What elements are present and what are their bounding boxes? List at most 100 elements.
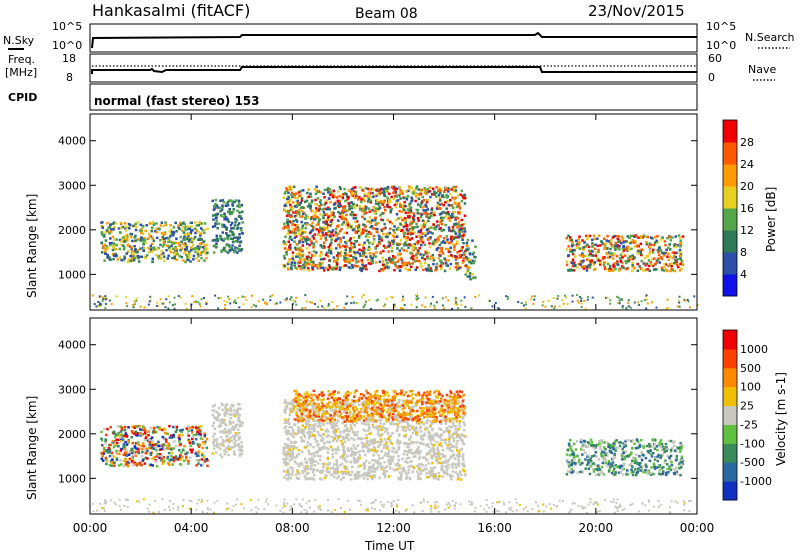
velocity-cell bbox=[153, 456, 156, 459]
power-cell bbox=[162, 241, 165, 244]
power-cell bbox=[104, 307, 107, 310]
power-cell bbox=[161, 245, 165, 248]
power-cell bbox=[179, 296, 182, 299]
power-cell bbox=[304, 294, 307, 297]
power-cell bbox=[404, 221, 407, 224]
power-cell bbox=[427, 264, 431, 268]
power-cell bbox=[113, 238, 116, 241]
power-cell bbox=[169, 250, 173, 254]
power-cell bbox=[352, 217, 356, 220]
power-cell bbox=[553, 307, 556, 310]
power-cell bbox=[460, 189, 464, 193]
power-cell bbox=[318, 204, 321, 208]
power-cell bbox=[129, 259, 132, 263]
power-cell bbox=[229, 210, 232, 214]
velocity-cell bbox=[117, 432, 120, 436]
power-cell bbox=[327, 215, 331, 218]
velocity-cell bbox=[434, 455, 438, 459]
velocity-cell bbox=[119, 425, 122, 428]
power-cell bbox=[441, 304, 444, 307]
velocity-cell bbox=[345, 435, 348, 438]
velocity-cell bbox=[122, 445, 125, 448]
power-cell bbox=[593, 261, 597, 264]
velocity-cell bbox=[286, 444, 290, 447]
power-cell bbox=[403, 233, 406, 237]
power-cell bbox=[618, 299, 621, 302]
velocity-cell bbox=[451, 422, 455, 425]
velocity-cell bbox=[176, 458, 180, 461]
velocity-cell bbox=[296, 408, 299, 411]
velocity-cell bbox=[131, 431, 134, 434]
velocity-cell bbox=[416, 470, 419, 473]
velocity-cell bbox=[410, 459, 413, 463]
power-cell bbox=[142, 225, 145, 228]
power-cell bbox=[608, 269, 611, 273]
power-cell bbox=[376, 230, 379, 234]
power-cell bbox=[420, 265, 423, 268]
velocity-cell bbox=[412, 455, 415, 458]
velocity-cell bbox=[112, 455, 115, 458]
power-cell bbox=[142, 249, 145, 252]
power-cell bbox=[404, 237, 407, 240]
power-cell bbox=[109, 223, 112, 226]
velocity-cell bbox=[237, 419, 240, 423]
power-cell bbox=[401, 307, 404, 310]
power-cell bbox=[196, 250, 199, 254]
velocity-cell bbox=[440, 433, 444, 436]
power-cell bbox=[437, 194, 441, 197]
velocity-cell bbox=[151, 443, 154, 447]
power-cell bbox=[319, 258, 323, 261]
velocity-cell bbox=[117, 438, 120, 441]
velocity-cell bbox=[122, 434, 125, 438]
power-cell bbox=[385, 233, 389, 237]
power-cell bbox=[199, 245, 202, 249]
power-cell bbox=[369, 232, 372, 235]
power-cell bbox=[216, 212, 220, 216]
power-cell bbox=[415, 235, 418, 238]
power-cell bbox=[171, 304, 174, 307]
velocity-cell bbox=[227, 444, 230, 448]
power-cell bbox=[237, 222, 241, 225]
velocity-cell bbox=[282, 457, 285, 461]
velocity-cell bbox=[436, 477, 439, 480]
power-cell bbox=[366, 232, 369, 236]
power-cell bbox=[173, 255, 176, 258]
power-cell bbox=[373, 217, 377, 220]
velocity-cell bbox=[406, 421, 409, 425]
power-cell bbox=[398, 186, 402, 189]
velocity-cell bbox=[365, 433, 368, 437]
power-cell bbox=[403, 200, 406, 204]
velocity-cell bbox=[319, 434, 322, 438]
velocity-cell bbox=[195, 454, 199, 457]
power-cell bbox=[171, 230, 174, 234]
power-cell bbox=[357, 225, 361, 228]
power-cell bbox=[578, 247, 582, 250]
power-cell bbox=[423, 212, 426, 215]
power-cell bbox=[648, 246, 652, 249]
velocity-cell bbox=[101, 444, 104, 447]
velocity-cell bbox=[285, 432, 289, 436]
velocity-cell bbox=[442, 438, 446, 442]
power-colorbar-tick-label: 20 bbox=[740, 180, 754, 193]
nave-label: Nave bbox=[748, 63, 776, 76]
power-cell bbox=[182, 242, 185, 245]
power-cell bbox=[432, 240, 435, 243]
power-cell bbox=[427, 216, 430, 219]
velocity-cell bbox=[332, 408, 335, 412]
power-cell bbox=[329, 252, 333, 255]
velocity-cell bbox=[321, 437, 324, 440]
power-cell bbox=[385, 297, 388, 300]
power-cell bbox=[287, 195, 290, 199]
power-cell bbox=[109, 237, 112, 240]
power-cell bbox=[144, 256, 147, 260]
power-cell bbox=[224, 204, 228, 208]
power-cell bbox=[287, 240, 290, 243]
power-cell bbox=[571, 252, 575, 256]
power-cell bbox=[221, 206, 224, 209]
power-cell bbox=[460, 253, 464, 257]
power-cell bbox=[212, 218, 215, 221]
power-cell bbox=[454, 255, 458, 259]
power-cell bbox=[405, 223, 409, 227]
power-cell bbox=[631, 257, 635, 261]
